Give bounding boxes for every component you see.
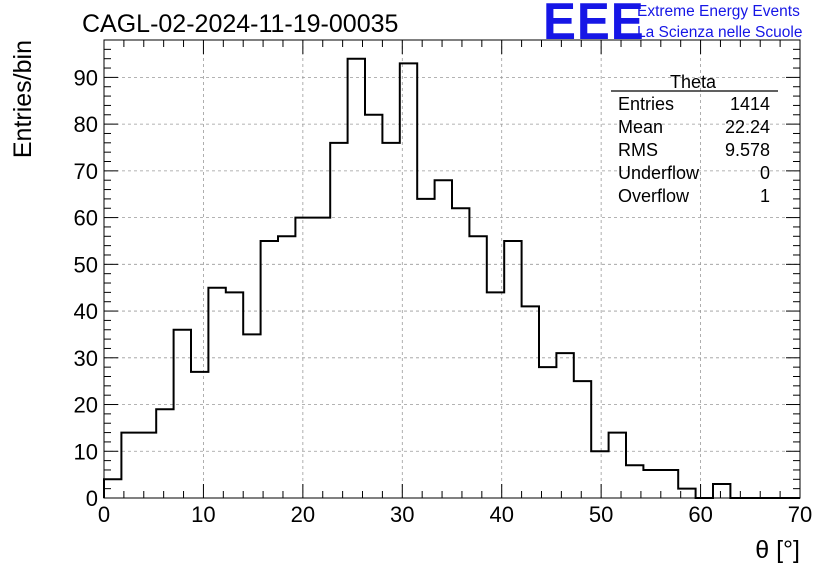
histogram-bin xyxy=(261,241,278,498)
grid xyxy=(104,40,800,498)
stat-label-rms: RMS xyxy=(618,140,658,160)
histogram-bin xyxy=(469,236,486,498)
y-tick-label: 80 xyxy=(74,112,98,137)
histogram-bin xyxy=(278,236,295,498)
x-axis-title: θ [°] xyxy=(755,536,800,564)
stat-value-entries: 1414 xyxy=(730,94,770,114)
histogram-bin xyxy=(591,451,608,498)
histogram xyxy=(103,57,800,499)
histogram-bin xyxy=(713,484,730,498)
x-tick-label: 50 xyxy=(589,502,613,527)
histogram-bin xyxy=(365,115,382,498)
histogram-bin xyxy=(504,241,521,498)
stat-label-entries: Entries xyxy=(618,94,674,114)
histogram-bin xyxy=(643,470,660,498)
y-tick-label: 30 xyxy=(74,346,98,371)
histogram-bin xyxy=(121,433,138,498)
chart-title: CAGL-02-2024-11-19-00035 xyxy=(82,10,399,38)
x-tick-label: 70 xyxy=(788,502,812,527)
stat-label-mean: Mean xyxy=(618,117,663,137)
y-tick-label: 90 xyxy=(74,65,98,90)
histogram-outline xyxy=(103,57,800,499)
histogram-bin xyxy=(539,367,556,498)
y-tick-label: 20 xyxy=(74,393,98,418)
stat-value-rms: 9.578 xyxy=(725,140,770,160)
histogram-bin xyxy=(574,381,591,498)
histogram-bin xyxy=(417,199,434,498)
histogram-bin xyxy=(156,409,173,498)
brand-line-2: La Scienza nelle Scuole xyxy=(637,24,803,41)
plot-frame xyxy=(103,39,801,499)
y-tick-label: 50 xyxy=(74,252,98,277)
histogram-bin xyxy=(452,208,469,498)
y-tick-label: 10 xyxy=(74,439,98,464)
histogram-bin xyxy=(330,143,347,498)
histogram-bin xyxy=(435,180,452,498)
axis-ticks xyxy=(103,39,801,499)
x-tick-label: 20 xyxy=(291,502,315,527)
stats-box-title: Theta xyxy=(670,72,717,92)
stat-label-underflow: Underflow xyxy=(618,163,700,183)
y-axis-title: Entries/bin xyxy=(9,40,37,158)
x-tick-label: 40 xyxy=(489,502,513,527)
y-tick-label: 40 xyxy=(74,299,98,324)
y-tick-label: 0 xyxy=(86,486,98,511)
histogram-bin xyxy=(243,334,260,498)
x-tick-label: 30 xyxy=(390,502,414,527)
histogram-bin xyxy=(382,143,399,498)
histogram-bin xyxy=(609,433,626,498)
histogram-bin xyxy=(522,306,539,498)
y-tick-label: 70 xyxy=(74,159,98,184)
histogram-bin xyxy=(191,372,208,498)
brand-line-1: Extreme Energy Events xyxy=(637,3,800,20)
histogram-bin xyxy=(208,288,225,498)
x-tick-label: 60 xyxy=(688,502,712,527)
histogram-bin xyxy=(661,470,678,498)
histogram-bin xyxy=(174,330,191,498)
stat-value-overflow: 1 xyxy=(760,186,770,206)
x-tick-label: 0 xyxy=(98,502,110,527)
histogram-bin xyxy=(556,353,573,498)
histogram-bin xyxy=(139,433,156,498)
stat-value-mean: 22.24 xyxy=(725,117,770,137)
histogram-bin xyxy=(226,292,243,498)
histogram-bin xyxy=(348,59,365,498)
stat-label-overflow: Overflow xyxy=(618,186,690,206)
x-tick-label: 10 xyxy=(191,502,215,527)
stat-value-underflow: 0 xyxy=(760,163,770,183)
y-tick-label: 60 xyxy=(74,206,98,231)
stats-box: Theta Entries 1414 Mean 22.24 RMS 9.578 … xyxy=(611,72,778,206)
